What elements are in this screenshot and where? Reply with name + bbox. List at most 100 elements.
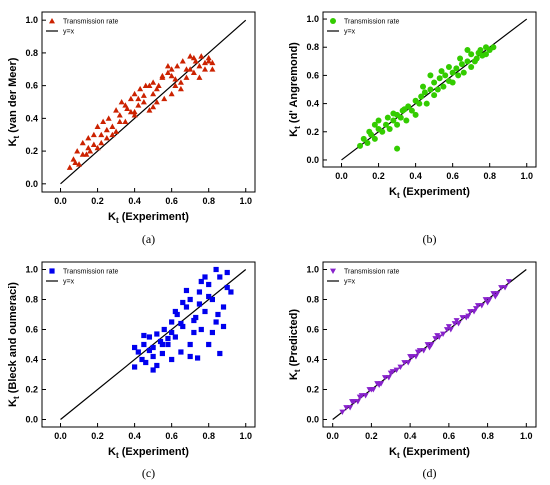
data-point	[124, 105, 131, 111]
data-point	[153, 99, 160, 105]
data-point	[132, 364, 138, 370]
data-point	[202, 274, 208, 280]
y-axis-label: Kt (van der Meer)	[7, 57, 21, 146]
data-point	[215, 311, 221, 318]
data-point	[164, 69, 171, 75]
data-point	[198, 326, 204, 333]
y-tick-label: 0.0	[25, 415, 38, 425]
data-point	[183, 304, 190, 310]
data-point	[468, 51, 475, 58]
x-axis-label: Kt (Experiment)	[108, 446, 189, 460]
y-tick-label: 0.2	[306, 385, 319, 395]
data-point	[224, 269, 230, 276]
x-tick-label: 1.0	[239, 431, 252, 441]
data-point	[76, 161, 83, 167]
y-tick-label: 1.0	[25, 265, 38, 275]
data-point	[187, 341, 193, 348]
panel-label: (a)	[142, 232, 155, 246]
legend-label: Transmission rate	[344, 19, 399, 26]
data-point	[427, 86, 434, 93]
y-tick-label: 0.8	[25, 48, 38, 58]
data-point	[401, 360, 408, 366]
data-point	[187, 53, 194, 59]
data-point	[376, 382, 383, 388]
x-tick-label: 0.2	[91, 196, 104, 206]
data-point	[161, 95, 168, 102]
data-point	[502, 285, 509, 291]
data-point	[201, 66, 208, 72]
data-point	[172, 334, 178, 340]
panel-label: (d)	[423, 466, 437, 480]
data-point	[492, 294, 499, 300]
data-point	[100, 118, 107, 125]
data-point	[190, 69, 197, 75]
data-point	[381, 375, 388, 381]
data-point	[371, 135, 378, 142]
data-point	[122, 118, 129, 125]
data-point	[420, 83, 427, 90]
data-point	[205, 58, 212, 64]
x-tick-label: 0.8	[202, 431, 215, 441]
data-point	[343, 405, 350, 411]
y-axis-label: Kt (Predicted)	[288, 309, 302, 380]
data-point	[385, 375, 392, 381]
data-point	[150, 344, 156, 351]
data-points	[357, 44, 497, 152]
legend-label: y=x	[344, 29, 356, 36]
legend-label: Transmission rate	[63, 19, 118, 26]
data-point	[157, 338, 164, 345]
data-point	[347, 405, 354, 411]
data-point	[356, 394, 363, 400]
data-point	[192, 58, 199, 64]
data-point	[414, 349, 421, 355]
data-point	[424, 342, 431, 348]
x-axis-label: Kt (Experiment)	[108, 211, 189, 225]
y-axis-label: Kt (Bleck and oumeraci)	[7, 282, 21, 407]
data-point	[127, 95, 134, 102]
data-point	[486, 297, 493, 303]
data-point	[183, 74, 190, 80]
data-point	[132, 344, 138, 351]
x-tick-label: 1.0	[520, 171, 533, 181]
x-tick-label: 0.6	[165, 431, 178, 441]
data-point	[109, 131, 116, 138]
data-point	[460, 69, 467, 76]
data-point	[87, 148, 94, 154]
data-point	[105, 115, 112, 121]
data-point	[401, 106, 408, 113]
y-tick-label: 0.2	[25, 385, 38, 395]
x-axis-label: Kt (Experiment)	[389, 446, 470, 460]
data-point	[146, 107, 153, 113]
data-point	[360, 135, 367, 142]
data-point	[206, 341, 212, 348]
data-point	[206, 293, 212, 300]
data-point	[445, 324, 452, 330]
data-point	[209, 59, 216, 66]
data-point	[386, 125, 393, 132]
data-point	[141, 332, 147, 339]
data-point	[379, 128, 386, 135]
data-point	[150, 353, 156, 360]
x-tick-label: 1.0	[239, 196, 252, 206]
data-point	[139, 356, 145, 363]
data-point	[177, 79, 184, 85]
x-tick-label: 0.8	[481, 431, 494, 441]
data-point	[339, 409, 346, 415]
y-tick-label: 1.0	[25, 15, 38, 25]
data-point	[103, 126, 110, 133]
data-point	[371, 121, 378, 128]
data-point	[416, 100, 423, 107]
data-point	[213, 319, 219, 325]
data-point	[375, 117, 382, 124]
y-tick-label: 0.0	[25, 179, 38, 189]
data-point	[482, 297, 489, 303]
data-point	[364, 140, 371, 147]
data-point	[434, 333, 441, 339]
reference-line	[341, 18, 528, 161]
x-tick-label: 0.0	[54, 431, 67, 441]
data-point	[224, 284, 230, 291]
data-point	[98, 139, 105, 146]
legend: Transmission rate y=x	[327, 18, 399, 36]
legend-label: y=x	[63, 29, 75, 36]
data-point	[109, 123, 116, 129]
